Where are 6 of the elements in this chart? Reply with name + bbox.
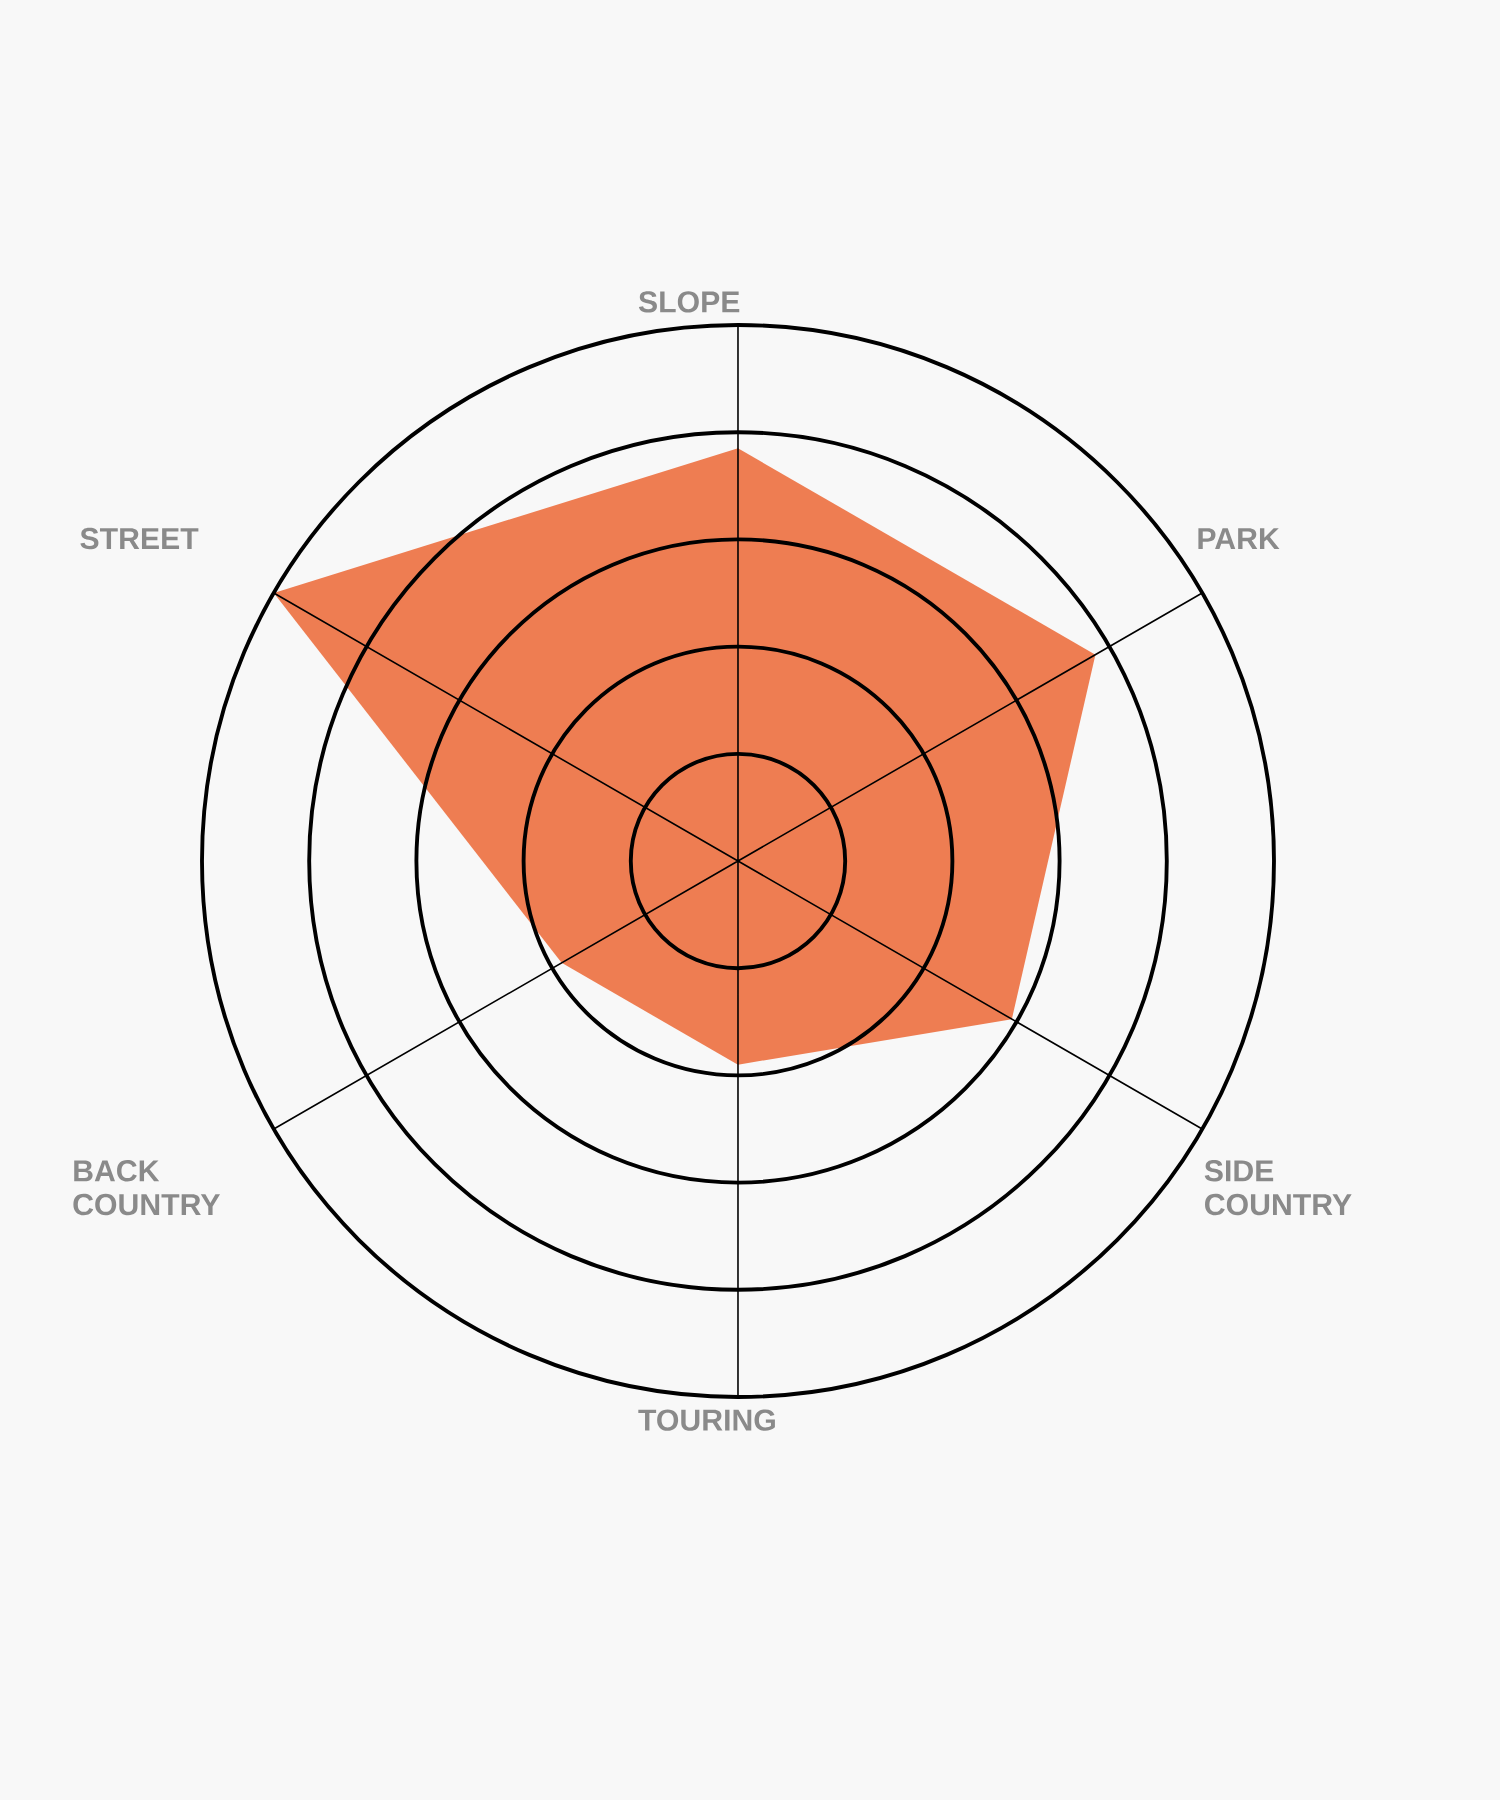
spoke-label: BACK COUNTRY (73, 1160, 221, 1216)
spoke-label: STREET (80, 527, 199, 550)
spoke-label: SIDE COUNTRY (1204, 1160, 1352, 1216)
spoke-label: PARK (1198, 528, 1280, 550)
spoke-label: SLOPE (638, 291, 740, 313)
spoke-label: TOURING (638, 1409, 775, 1431)
